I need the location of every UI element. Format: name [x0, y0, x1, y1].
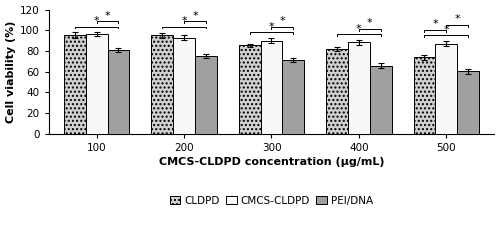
X-axis label: CMCS-CLDPD concentration (μg/mL): CMCS-CLDPD concentration (μg/mL)	[158, 157, 384, 167]
Text: *: *	[192, 11, 198, 21]
Bar	[195, 56, 217, 134]
Bar	[86, 34, 108, 134]
Bar	[348, 42, 370, 134]
Bar	[282, 60, 304, 134]
Text: *: *	[181, 16, 187, 26]
Bar	[436, 44, 458, 134]
Legend: CLDPD, CMCS-CLDPD, PEI/DNA: CLDPD, CMCS-CLDPD, PEI/DNA	[166, 191, 377, 210]
Bar	[108, 50, 130, 134]
Bar	[414, 57, 436, 134]
Text: *: *	[367, 18, 372, 28]
Text: *: *	[432, 20, 438, 29]
Bar	[238, 45, 260, 134]
Bar	[458, 71, 479, 134]
Text: *: *	[444, 25, 449, 35]
Y-axis label: Cell viability (%): Cell viability (%)	[6, 20, 16, 123]
Text: *: *	[268, 21, 274, 32]
Text: *: *	[104, 11, 110, 21]
Bar	[173, 38, 195, 134]
Bar	[260, 41, 282, 134]
Text: *: *	[280, 16, 285, 26]
Text: *: *	[356, 24, 362, 33]
Text: *: *	[454, 14, 460, 24]
Text: *: *	[94, 16, 100, 26]
Bar	[326, 49, 348, 134]
Bar	[370, 66, 392, 134]
Bar	[64, 35, 86, 134]
Bar	[151, 35, 173, 134]
